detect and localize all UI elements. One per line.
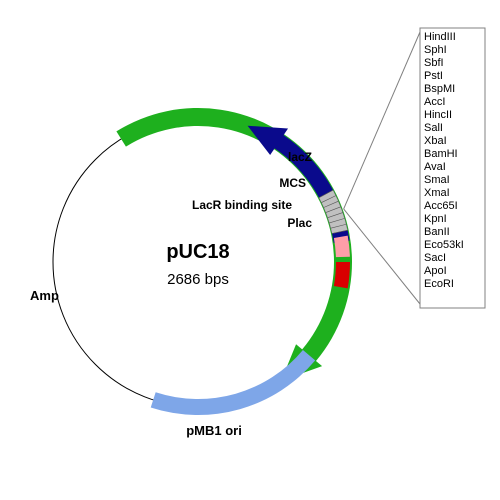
- enzyme-item: AccI: [424, 96, 445, 108]
- label-amp: Amp: [30, 288, 59, 303]
- enzyme-item: BamHI: [424, 148, 458, 160]
- enzyme-item: HindIII: [424, 31, 456, 43]
- plasmid-size: 2686 bps: [167, 271, 229, 288]
- enzyme-item: BspMI: [424, 83, 455, 95]
- enzyme-item: ApoI: [424, 265, 447, 277]
- label-mcs: MCS: [279, 176, 306, 190]
- enzyme-item: AvaI: [424, 161, 446, 173]
- label-pmb1-ori: pMB1 ori: [186, 423, 242, 438]
- feature-lacr-binding: [334, 236, 350, 258]
- enzyme-item: SacI: [424, 252, 446, 264]
- enzyme-item: KpnI: [424, 213, 447, 225]
- enzyme-item: HincII: [424, 109, 452, 121]
- leader-line: [344, 32, 420, 209]
- label-lacz: lacZ: [288, 150, 312, 164]
- leader-line: [344, 209, 420, 304]
- enzyme-item: BanII: [424, 226, 450, 238]
- plasmid-map: Amp pMB1 ori lacZ MCS LacR binding site Plac p…: [0, 0, 500, 500]
- enzyme-item: SbfI: [424, 57, 444, 69]
- feature-amp: [116, 108, 352, 381]
- enzyme-item: SalI: [424, 122, 443, 134]
- label-lacr-binding: LacR binding site: [192, 198, 292, 212]
- enzyme-item: Eco53kI: [424, 239, 464, 251]
- enzyme-item: Acc65I: [424, 200, 458, 212]
- enzyme-item: XmaI: [424, 187, 450, 199]
- enzyme-item: PstI: [424, 70, 443, 82]
- enzyme-item: XbaI: [424, 135, 447, 147]
- enzyme-item: SphI: [424, 44, 447, 56]
- feature-plac: [334, 262, 350, 288]
- enzyme-item: EcoRI: [424, 278, 454, 290]
- label-plac: Plac: [287, 216, 312, 230]
- enzyme-item: SmaI: [424, 174, 450, 186]
- plasmid-name: pUC18: [166, 241, 229, 263]
